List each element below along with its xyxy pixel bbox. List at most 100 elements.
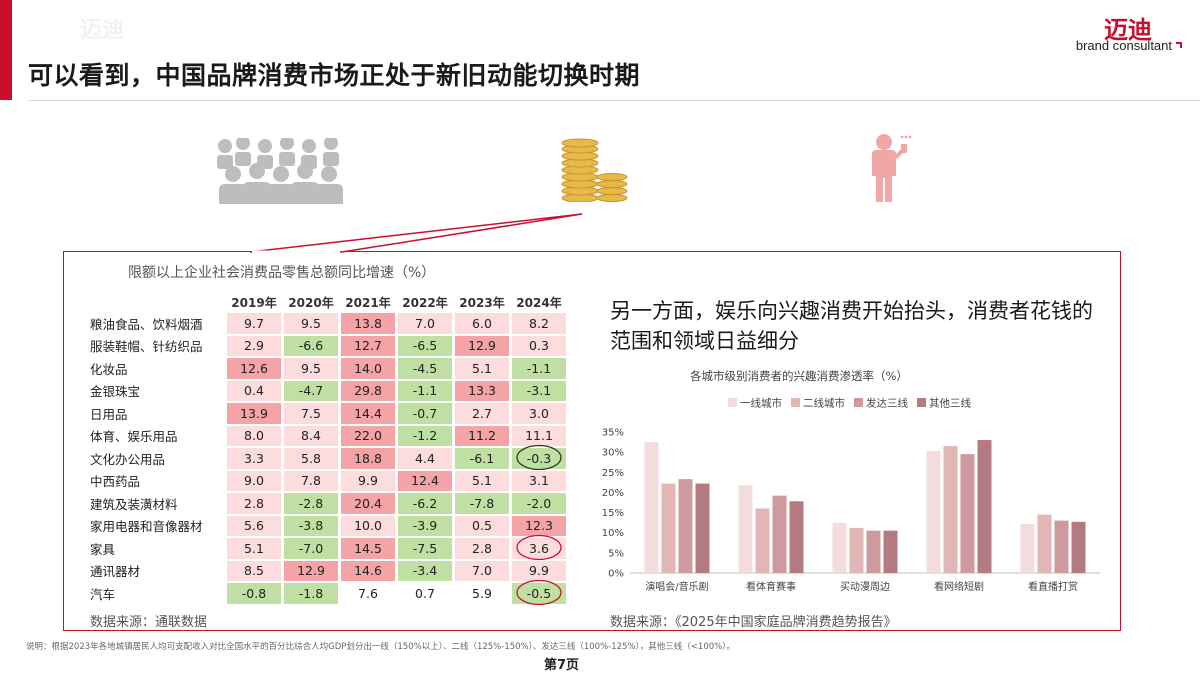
chart-bar xyxy=(943,446,958,573)
chart-bar xyxy=(678,479,693,573)
chart-bar xyxy=(789,501,804,573)
ghost-watermark: 迈迪 xyxy=(80,18,125,43)
table-row-category: 化妆品 xyxy=(90,361,128,377)
table-cell: -3.8 xyxy=(284,515,338,536)
table-cell: 20.4 xyxy=(341,493,395,514)
table-row: 家具 5.1 -7.0 14.5 -7.5 2.8 3.6 xyxy=(88,538,566,559)
table-cell: 5.6 xyxy=(227,515,281,536)
chart-bar xyxy=(926,450,941,573)
logo-chinese: 迈迪 xyxy=(1104,16,1152,44)
table-cell: -6.1 xyxy=(455,448,509,469)
table-cell: 11.2 xyxy=(455,425,509,446)
table-cell: -3.4 xyxy=(398,560,452,581)
chart-bar xyxy=(832,522,847,573)
x-tick-label: 看直播打赏 xyxy=(1028,580,1078,593)
table-cell: 13.9 xyxy=(227,403,281,424)
table-row-category: 体育、娱乐用品 xyxy=(90,429,178,445)
table-row-category: 通讯器材 xyxy=(90,564,141,580)
table-row-category: 金银珠宝 xyxy=(90,384,141,400)
table-cell: 9.9 xyxy=(512,560,566,581)
table-row: 文化办公用品 3.3 5.8 18.8 4.4 -6.1 -0.3 xyxy=(88,448,566,469)
legend-swatch xyxy=(917,398,926,407)
table-row-category: 家用电器和音像器材 xyxy=(90,519,203,535)
table-row-category: 文化办公用品 xyxy=(90,451,166,467)
table-cell: 3.1 xyxy=(512,470,566,491)
table-cell: -6.6 xyxy=(284,335,338,356)
chart-title: 各城市级别消费者的兴趣消费渗透率（%） xyxy=(690,369,908,383)
interest-consumption-chart: 一线城市 二线城市 发达三线 其他三线 0% 5% 10% 15% 20% 25% 30% 35% 演唱… xyxy=(602,397,1100,593)
table-cell: 8.4 xyxy=(284,425,338,446)
table-cell: -6.5 xyxy=(398,335,452,356)
x-tick-label: 看网络短剧 xyxy=(934,580,984,593)
table-cell: 12.6 xyxy=(227,358,281,379)
x-tick-label: 演唱会/音乐剧 xyxy=(645,580,708,593)
table-cell: 4.4 xyxy=(398,448,452,469)
table-cell: -6.2 xyxy=(398,493,452,514)
chart-bar xyxy=(977,440,992,573)
table-cell: 9.7 xyxy=(227,313,281,334)
table-cell: -0.3 xyxy=(512,448,566,469)
table-cell: 14.6 xyxy=(341,560,395,581)
header-divider xyxy=(28,100,1200,101)
table-cell: 12.7 xyxy=(341,335,395,356)
table-row-category: 建筑及装潢材料 xyxy=(90,496,178,512)
chart-bar xyxy=(883,530,898,573)
table-row: 体育、娱乐用品 8.0 8.4 22.0 -1.2 11.2 11.1 xyxy=(88,425,566,446)
legend-swatch xyxy=(854,398,863,407)
table-cell: 3.3 xyxy=(227,448,281,469)
chart-source: 数据来源：《2025年中国家庭品牌消费趋势报告》 xyxy=(610,615,897,630)
table-cell: 14.0 xyxy=(341,358,395,379)
table-cell: -2.8 xyxy=(284,493,338,514)
table-cell: 3.0 xyxy=(512,403,566,424)
table-cell: 5.1 xyxy=(227,538,281,559)
table-year-header: 2021年 xyxy=(345,296,391,310)
table-cell: 8.5 xyxy=(227,560,281,581)
table-cell: 2.8 xyxy=(227,493,281,514)
table-cell: -4.7 xyxy=(284,380,338,401)
table-row: 通讯器材 8.5 12.9 14.6 -3.4 7.0 9.9 xyxy=(88,560,566,581)
legend-label: 一线城市 xyxy=(740,397,782,410)
table-cell: 2.9 xyxy=(227,335,281,356)
table-year-header: 2019年 xyxy=(231,296,277,310)
table-cell: -2.0 xyxy=(512,493,566,514)
logo-mark-icon xyxy=(1176,42,1182,48)
table-row: 金银珠宝 0.4 -4.7 29.8 -1.1 13.3 -3.1 xyxy=(88,380,566,401)
table-cell: 8.2 xyxy=(512,313,566,334)
x-tick-label: 买动漫周边 xyxy=(840,581,890,593)
table-header-blank xyxy=(88,294,224,311)
table-cell: 7.0 xyxy=(398,313,452,334)
chart-bar xyxy=(1054,520,1069,573)
table-cell: 13.3 xyxy=(455,380,509,401)
table-row-category: 汽车 xyxy=(90,586,116,602)
chart-bar xyxy=(695,483,710,573)
page-number: 第7页 xyxy=(544,658,580,673)
table-cell: 7.8 xyxy=(284,470,338,491)
chart-bar xyxy=(866,530,881,573)
table-cell: 7.6 xyxy=(341,583,395,604)
legend-label: 二线城市 xyxy=(803,397,845,410)
table-cell: 29.8 xyxy=(341,380,395,401)
table-row-category: 家具 xyxy=(90,541,116,557)
table-header-row: 2019年 2020年 2021年 2022年 2023年 2024年 xyxy=(88,294,566,311)
chart-bar xyxy=(1071,521,1086,573)
table-cell: 6.0 xyxy=(455,313,509,334)
table-year-header: 2022年 xyxy=(402,296,448,310)
table-cell: 18.8 xyxy=(341,448,395,469)
legend-swatch xyxy=(728,398,737,407)
table-cell: -7.5 xyxy=(398,538,452,559)
table-cell: 12.3 xyxy=(512,515,566,536)
table-row: 化妆品 12.6 9.5 14.0 -4.5 5.1 -1.1 xyxy=(88,358,566,379)
table-cell: 13.8 xyxy=(341,313,395,334)
table-row: 日用品 13.9 7.5 14.4 -0.7 2.7 3.0 xyxy=(88,403,566,424)
y-tick-label: 30% xyxy=(602,448,624,459)
accent-bar xyxy=(0,0,12,100)
table-cell: -0.8 xyxy=(227,583,281,604)
table-year-header: 2023年 xyxy=(459,296,505,310)
legend-label: 其他三线 xyxy=(929,397,971,410)
table-row: 建筑及装潢材料 2.8 -2.8 20.4 -6.2 -7.8 -2.0 xyxy=(88,493,566,514)
table-cell: 9.5 xyxy=(284,358,338,379)
table-cell: -3.1 xyxy=(512,380,566,401)
table-cell: -4.5 xyxy=(398,358,452,379)
table-cell: 2.7 xyxy=(455,403,509,424)
table-cell: 3.6 xyxy=(512,538,566,559)
